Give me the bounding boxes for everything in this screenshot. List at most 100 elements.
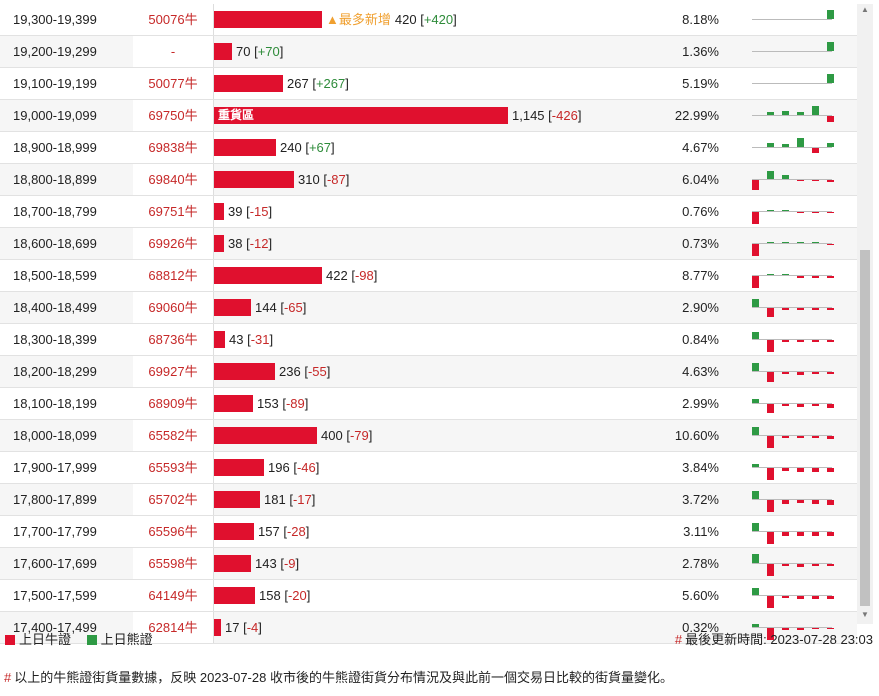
strike-range: 17,600-17,699: [13, 556, 97, 571]
strike-range: 18,400-18,499: [13, 300, 97, 315]
sparkline-bar: [782, 468, 789, 471]
volume-change: -20: [287, 588, 307, 603]
volume-bar-cell: 240 [+67]: [214, 132, 674, 163]
sparkline: [752, 4, 834, 35]
sparkline-bar: [827, 564, 834, 566]
volume-number: 400: [321, 428, 343, 443]
sparkline-bar: [827, 628, 834, 629]
strike-range: 18,500-18,599: [13, 268, 97, 283]
cbbc-code-link[interactable]: 69060牛: [148, 300, 198, 315]
percentage: 6.04%: [682, 172, 719, 187]
sparkline: [752, 452, 834, 483]
scrollbar-thumb[interactable]: [860, 250, 870, 606]
sparkline-bar: [812, 308, 819, 310]
volume-number: 39: [228, 204, 243, 219]
sparkline-bar: [752, 588, 759, 595]
cbbc-code-link[interactable]: 68812牛: [148, 268, 198, 283]
sparkline-bar: [797, 468, 804, 472]
scrollbar[interactable]: ▲ ▼: [857, 4, 873, 624]
sparkline: [752, 612, 834, 643]
volume-bar: [214, 619, 221, 636]
cbbc-code-link[interactable]: 65702牛: [148, 492, 198, 507]
cbbc-code-link[interactable]: 69927牛: [148, 364, 198, 379]
percentage: 5.60%: [682, 588, 719, 603]
sparkline-bar: [782, 436, 789, 438]
legend-item-bear: 上日熊證: [86, 632, 153, 648]
cbbc-code-link[interactable]: 64149牛: [148, 588, 198, 603]
cbbc-code-link[interactable]: 69750牛: [148, 108, 198, 123]
sparkline-bar: [812, 436, 819, 438]
cbbc-code-link[interactable]: 50077牛: [148, 76, 198, 91]
volume-bar-cell: 153 [-89]: [214, 388, 674, 419]
cbbc-code-link[interactable]: 68909牛: [148, 396, 198, 411]
cbbc-code-link[interactable]: 69840牛: [148, 172, 198, 187]
sparkline-baseline: [752, 403, 832, 404]
volume-value: 196 [-46]: [268, 460, 320, 475]
sparkline-baseline: [752, 627, 832, 628]
sparkline-bar: [812, 212, 819, 213]
cbbc-code-link[interactable]: 65593牛: [148, 460, 198, 475]
sparkline-bar: [782, 111, 789, 115]
volume-change: +267: [315, 76, 346, 91]
cbbc-code-link[interactable]: 68736牛: [148, 332, 198, 347]
volume-change: -65: [283, 300, 303, 315]
code-cell: 69927牛: [133, 356, 214, 387]
cbbc-code-link[interactable]: 65596牛: [148, 524, 198, 539]
legend-item-bull: 上日牛證: [5, 632, 71, 648]
cbbc-code-link[interactable]: 69838牛: [148, 140, 198, 155]
volume-value: 267 [+267]: [287, 76, 349, 91]
sparkline-bar: [782, 628, 789, 630]
volume-change: -31: [250, 332, 270, 347]
sparkline-bar: [767, 340, 774, 352]
sparkline-bar: [827, 500, 834, 505]
volume-bar-cell: ▲最多新增 420 [+420]: [214, 4, 674, 35]
cbbc-code-link[interactable]: 62814牛: [148, 620, 198, 635]
volume-bar-cell: 310 [-87]: [214, 164, 674, 195]
cbbc-code-link[interactable]: -: [170, 44, 176, 59]
scroll-down-arrow-icon[interactable]: ▼: [861, 610, 869, 619]
scroll-up-arrow-icon[interactable]: ▲: [861, 5, 869, 14]
sparkline-baseline: [752, 339, 832, 340]
sparkline-baseline: [752, 179, 832, 180]
strike-range: 18,300-18,399: [13, 332, 97, 347]
sparkline-bar: [812, 468, 819, 472]
strike-range: 17,900-17,999: [13, 460, 97, 475]
volume-bar-cell: 236 [-55]: [214, 356, 674, 387]
table-row: 18,500-18,599 68812牛 422 [-98] 8.77%: [0, 260, 857, 292]
strike-range: 17,400-17,499: [13, 620, 97, 635]
volume-change: +420: [423, 12, 454, 27]
volume-value: 144 [-65]: [255, 300, 307, 315]
volume-bar: [214, 523, 254, 540]
volume-number: 17: [225, 620, 240, 635]
sparkline-bar: [767, 242, 774, 243]
volume-value: 400 [-79]: [321, 428, 373, 443]
sparkline: [752, 484, 834, 515]
cbbc-code-link[interactable]: 65582牛: [148, 428, 198, 443]
volume-value: 153 [-89]: [257, 396, 309, 411]
volume-bar: [214, 171, 294, 188]
cbbc-code-link[interactable]: 69751牛: [148, 204, 198, 219]
sparkline: [752, 516, 834, 547]
sparkline-bar: [827, 372, 834, 374]
sparkline-bar: [767, 112, 774, 115]
code-cell: 69838牛: [133, 132, 214, 163]
volume-change: -46: [296, 460, 316, 475]
sparkline-bar: [782, 372, 789, 374]
sparkline: [752, 356, 834, 387]
hash-mark: #: [674, 632, 683, 647]
volume-change: -426: [551, 108, 578, 123]
volume-bar: [214, 203, 224, 220]
volume-number: 1,145: [512, 108, 545, 123]
sparkline-bar: [782, 210, 789, 211]
sparkline-baseline: [752, 563, 832, 564]
percentage: 8.77%: [682, 268, 719, 283]
sparkline-baseline: [752, 307, 832, 308]
percentage: 2.78%: [682, 556, 719, 571]
cbbc-code-link[interactable]: 50076牛: [148, 12, 198, 27]
code-cell: 69926牛: [133, 228, 214, 259]
sparkline-bar: [767, 596, 774, 608]
sparkline-bar: [752, 491, 759, 499]
cbbc-code-link[interactable]: 69926牛: [148, 236, 198, 251]
cbbc-code-link[interactable]: 65598牛: [148, 556, 198, 571]
table-row: 17,800-17,899 65702牛 181 [-17] 3.72%: [0, 484, 857, 516]
